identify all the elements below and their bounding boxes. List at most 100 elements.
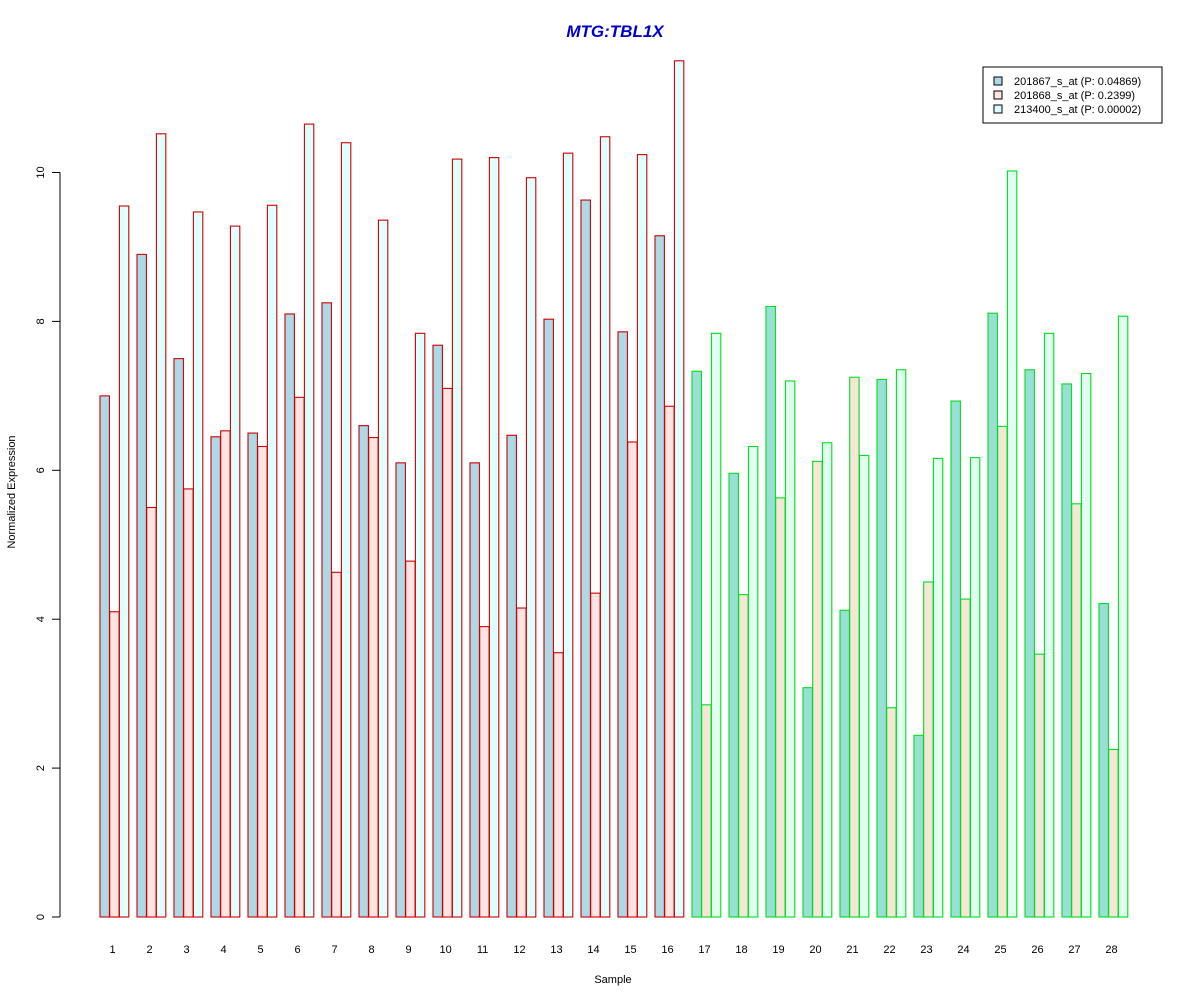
bar-20-series-3 [821,442,833,918]
bar-3-series-1 [173,358,184,918]
legend-swatch-2 [993,90,1003,100]
bar-13-series-1 [543,318,554,918]
bar-20-series-1 [802,687,813,918]
bar-12-series-2 [516,607,527,918]
bar-19-series-3 [784,380,796,918]
bar-28-series-3 [1117,315,1129,918]
bar-15-series-1 [617,331,628,918]
x-tick-label-26: 26 [1031,944,1043,956]
chart-title: MTG:TBL1X [566,22,665,41]
bar-22-series-1 [876,378,887,918]
bar-9-series-2 [405,560,416,918]
bar-2-series-1 [136,253,147,918]
legend: 201867_s_at (P: 0.04869) 201868_s_at (P: … [982,66,1163,124]
bar-16-series-3 [673,60,685,918]
bar-7-series-3 [340,142,352,918]
bar-17-series-3 [710,332,722,918]
bar-14-series-1 [580,199,591,918]
bar-6-series-3 [303,123,315,918]
x-tick-label-19: 19 [772,944,784,956]
bar-22-series-3 [895,369,907,918]
bar-4-series-3 [229,225,241,918]
bar-16-series-2 [664,405,675,918]
bar-28-series-2 [1108,748,1119,918]
bar-26-series-2 [1034,653,1045,918]
bar-21-series-3 [858,454,870,918]
bar-5-series-3 [266,204,278,918]
x-tick-label-23: 23 [920,944,932,956]
bar-25-series-2 [997,425,1008,918]
bar-8-series-2 [368,436,379,918]
x-tick-label-10: 10 [439,944,451,956]
x-tick-label-2: 2 [147,944,153,956]
x-tick-label-24: 24 [957,944,969,956]
bar-5-series-2 [257,445,268,918]
y-axis: 0 2 4 6 8 10 [35,166,61,920]
bar-2-series-3 [155,133,167,918]
bar-6-series-1 [284,313,295,918]
bar-3-series-3 [192,211,204,918]
bar-25-series-1 [987,312,998,918]
x-tick-label-1: 1 [109,944,115,956]
bar-1-series-2 [109,611,120,918]
bar-21-series-1 [839,609,850,918]
y-tick-label-10: 10 [35,166,47,178]
bar-24-series-3 [969,457,981,918]
bar-27-series-3 [1080,372,1092,918]
x-tick-label-8: 8 [369,944,375,956]
x-tick-label-17: 17 [698,944,710,956]
y-tick-label-2: 2 [35,765,47,771]
bar-18-series-1 [728,472,739,918]
y-axis-label: Normalized Expression [6,435,18,548]
bar-23-series-2 [923,581,934,918]
bar-14-series-3 [599,136,611,918]
bar-8-series-1 [358,425,369,918]
x-tick-label-15: 15 [624,944,636,956]
x-tick-label-27: 27 [1068,944,1080,956]
x-tick-label-12: 12 [513,944,525,956]
bar-9-series-1 [395,462,406,918]
x-tick-label-4: 4 [221,944,227,956]
bar-10-series-1 [432,344,443,918]
legend-swatch-1 [993,76,1003,86]
bar-6-series-2 [294,396,305,918]
legend-label-3: 213400_s_at (P: 0.00002) [1014,104,1141,116]
bar-19-series-1 [765,305,776,918]
x-tick-label-13: 13 [550,944,562,956]
legend-box [982,66,1163,124]
x-axis-label: Sample [594,974,631,986]
y-tick-label-4: 4 [35,616,47,622]
bar-12-series-3 [525,177,537,918]
bar-17-series-1 [691,370,702,918]
bar-25-series-3 [1006,170,1018,918]
x-tick-label-16: 16 [661,944,673,956]
bar-13-series-2 [553,652,564,918]
x-tick-label-5: 5 [258,944,264,956]
bar-27-series-2 [1071,503,1082,918]
bar-16-series-1 [654,235,665,918]
bar-9-series-3 [414,332,426,918]
bar-23-series-3 [932,457,944,918]
bar-14-series-2 [590,592,601,918]
bar-11-series-3 [488,157,500,918]
x-tick-label-20: 20 [809,944,821,956]
x-axis-labels: 1 2 3 4 5 6 7 8 9 10 11 12 13 14 15 16 17 18 19 20 21 22 23 24 2… [109,944,1117,956]
bar-10-series-3 [451,158,463,918]
bar-24-series-1 [950,400,961,918]
bar-15-series-3 [636,154,648,918]
bar-19-series-2 [775,497,786,918]
bar-18-series-2 [738,594,749,918]
y-tick-label-0: 0 [35,914,47,920]
bar-3-series-2 [183,488,194,918]
x-tick-label-25: 25 [994,944,1006,956]
bar-2-series-2 [146,506,157,918]
x-tick-label-18: 18 [735,944,747,956]
bar-13-series-3 [562,152,574,918]
bar-22-series-2 [886,707,897,918]
legend-swatch-3 [993,104,1003,114]
bar-27-series-1 [1061,383,1072,918]
bar-7-series-2 [331,571,342,918]
bar-15-series-2 [627,441,638,918]
bar-5-series-1 [247,432,258,918]
bar-12-series-1 [506,434,517,918]
